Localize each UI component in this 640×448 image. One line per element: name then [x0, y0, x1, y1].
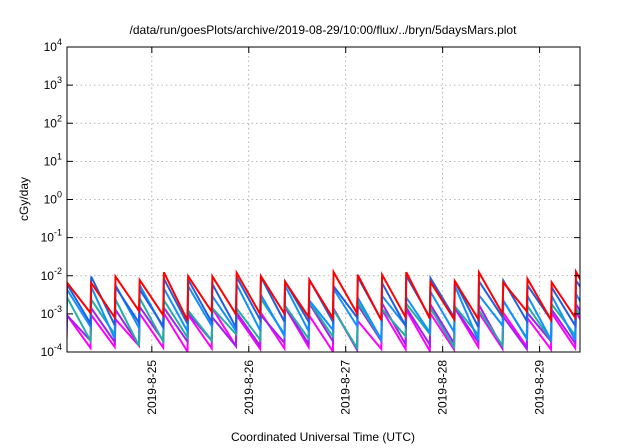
- y-tick-exponent: -1: [54, 228, 62, 238]
- y-tick-exponent: -4: [54, 342, 62, 352]
- y-tick-exponent: 4: [57, 37, 62, 47]
- y-tick-label: 10-2: [41, 266, 62, 283]
- x-tick-label: 2019-8-29: [533, 360, 547, 415]
- x-axis-ticks: 2019-8-25 2019-8-26 2019-8-27 2019-8-28 2019…: [145, 47, 547, 415]
- y-tick-label: 10-1: [41, 228, 62, 245]
- y-tick-label: 104: [44, 37, 62, 54]
- chart-title: /data/run/goesPlots/archive/2019-08-29/1…: [130, 23, 518, 37]
- y-tick-label: 100: [44, 190, 62, 207]
- x-tick-label: 2019-8-28: [436, 360, 450, 415]
- y-tick-label: 10-4: [41, 342, 62, 359]
- x-tick-label: 2019-8-27: [339, 360, 353, 415]
- y-tick-exponent: -3: [54, 304, 62, 314]
- y-tick-label: 101: [44, 151, 62, 168]
- y-tick-label: 103: [44, 75, 62, 92]
- y-tick-exponent: 2: [57, 113, 62, 123]
- y-axis-label: cGy/day: [17, 177, 31, 221]
- y-tick-label: 102: [44, 113, 62, 130]
- y-tick-label: 10-3: [41, 304, 62, 321]
- y-tick-exponent: 0: [57, 190, 62, 200]
- y-tick-exponent: -2: [54, 266, 62, 276]
- series-line: [67, 268, 580, 324]
- y-tick-exponent: 3: [57, 75, 62, 85]
- data-series: [67, 268, 580, 352]
- x-axis-label: Coordinated Universal Time (UTC): [231, 430, 415, 444]
- x-tick-label: 2019-8-25: [145, 360, 159, 415]
- x-tick-label: 2019-8-26: [242, 360, 256, 415]
- grid-lines: [67, 47, 580, 352]
- y-tick-exponent: 1: [57, 151, 62, 161]
